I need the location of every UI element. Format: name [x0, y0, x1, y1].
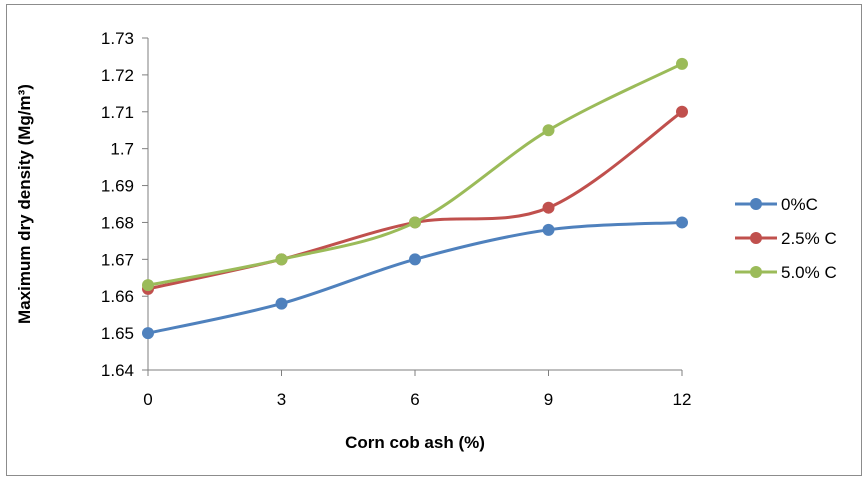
- y-tick-label: 1.71: [101, 103, 134, 122]
- x-tick-label: 0: [143, 390, 152, 409]
- data-point: [542, 124, 555, 137]
- legend-swatch-marker: [750, 266, 762, 278]
- legend-item: 5.0% C: [735, 263, 837, 282]
- series-layer: [142, 57, 688, 340]
- y-axis-title: Maximum dry density (Mg/m³): [15, 84, 34, 324]
- y-tick-label: 1.68: [101, 213, 134, 232]
- x-axis-title: Corn cob ash (%): [345, 433, 485, 452]
- y-tick-label: 1.69: [101, 177, 134, 196]
- legend: 0%C 2.5% C 5.0% C: [735, 195, 837, 282]
- legend-item: 2.5% C: [735, 229, 837, 248]
- y-tick-label: 1.7: [110, 140, 134, 159]
- data-point: [142, 327, 154, 340]
- data-point: [542, 201, 555, 214]
- x-tick-label: 12: [673, 390, 692, 409]
- chart-frame: [6, 4, 862, 476]
- legend-label: 2.5% C: [781, 229, 837, 248]
- series-3: [142, 57, 688, 292]
- legend-swatch-marker: [750, 232, 762, 244]
- data-point: [409, 216, 421, 229]
- data-point: [676, 216, 688, 229]
- data-point: [676, 105, 688, 118]
- y-axis-ticks: 1.64 1.65 1.66 1.67 1.68 1.69 1.7 1.71 1.72 1.73: [101, 29, 148, 380]
- x-tick-label: 3: [277, 390, 286, 409]
- legend-item: 0%C: [735, 195, 818, 214]
- y-tick-label: 1.65: [101, 324, 134, 343]
- y-tick-label: 1.73: [101, 29, 134, 48]
- series-2: [142, 105, 688, 295]
- data-point: [676, 57, 688, 70]
- legend-label: 5.0% C: [781, 263, 837, 282]
- series-line: [147, 220, 683, 335]
- data-point: [542, 223, 555, 236]
- x-tick-label: 9: [544, 390, 553, 409]
- y-tick-label: 1.67: [101, 250, 134, 269]
- data-point: [275, 297, 288, 310]
- x-tick-label: 6: [410, 390, 419, 409]
- x-axis-ticks: 0 3 6 9 12: [143, 370, 691, 409]
- data-point: [275, 253, 288, 266]
- series-1: [142, 216, 688, 340]
- y-tick-label: 1.64: [101, 361, 134, 380]
- data-point: [409, 253, 421, 266]
- legend-label: 0%C: [781, 195, 818, 214]
- y-tick-label: 1.72: [101, 66, 134, 85]
- y-tick-label: 1.66: [101, 287, 134, 306]
- data-point: [142, 279, 154, 292]
- legend-swatch-marker: [750, 198, 762, 210]
